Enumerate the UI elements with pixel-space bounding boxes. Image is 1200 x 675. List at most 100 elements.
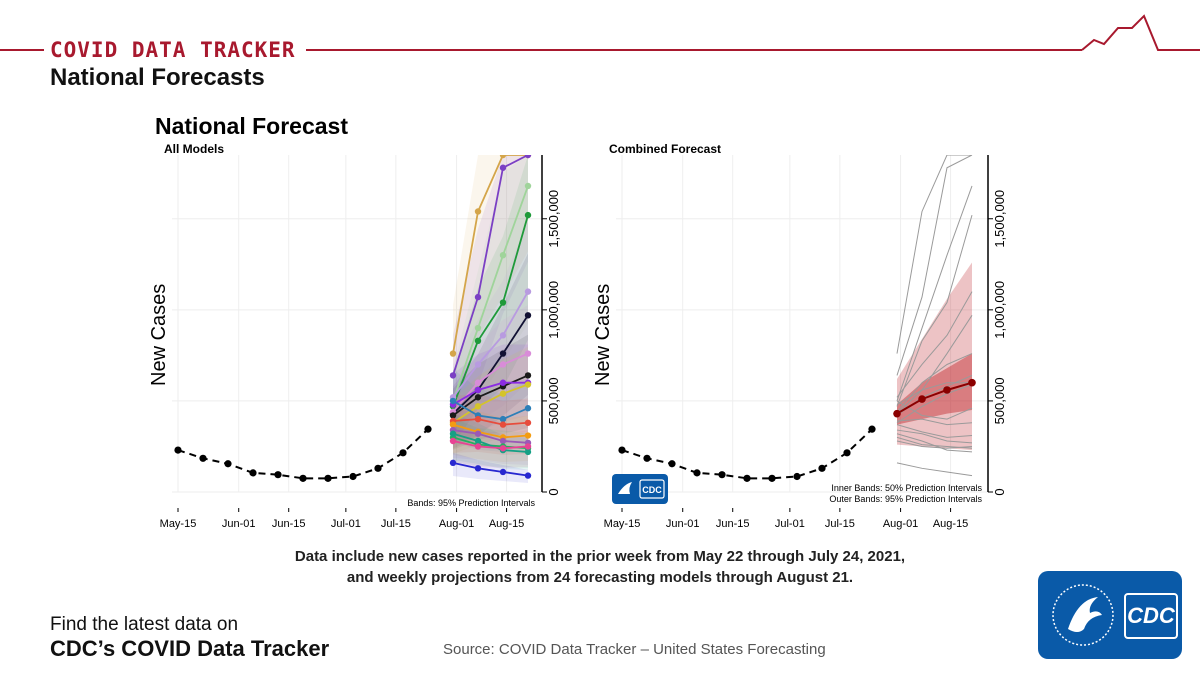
model-forecast-point bbox=[499, 332, 507, 339]
y-tick-label-left: 1,000,000 bbox=[546, 281, 561, 339]
observed-point bbox=[424, 425, 432, 433]
band-note-outer: Outer Bands: 95% Prediction Intervals bbox=[829, 494, 982, 504]
model-forecast-point bbox=[474, 386, 482, 394]
prediction-band bbox=[453, 413, 528, 470]
observed-point bbox=[199, 454, 207, 462]
y-tick-label-right: 0 bbox=[992, 488, 1007, 495]
observed-point bbox=[668, 460, 676, 468]
model-forecast-point bbox=[524, 350, 532, 357]
model-forecast-point bbox=[474, 361, 482, 368]
x-tick-label-left: Jun-15 bbox=[272, 518, 306, 530]
model-forecast-point bbox=[449, 459, 457, 467]
panel-title-all-models: All Models bbox=[164, 142, 225, 156]
observed-point bbox=[643, 454, 651, 462]
observed-point bbox=[618, 446, 626, 454]
observed-point bbox=[868, 425, 876, 433]
prediction-band bbox=[453, 452, 528, 483]
model-forecast-line bbox=[452, 155, 528, 354]
x-tick-label-left: Jun-01 bbox=[222, 518, 256, 530]
model-forecast-point bbox=[474, 208, 482, 215]
header-rule-with-trend-line bbox=[0, 14, 1200, 51]
x-tick-label-left: May-15 bbox=[160, 518, 197, 530]
model-grey-line bbox=[896, 462, 973, 477]
observed-point bbox=[224, 460, 232, 468]
observed-point bbox=[299, 474, 307, 482]
band-note-left: Bands: 95% Prediction Intervals bbox=[407, 498, 535, 508]
svg-text:CDC: CDC bbox=[642, 485, 662, 495]
model-forecast-point bbox=[499, 251, 507, 259]
observed-point bbox=[399, 449, 407, 457]
cdc-mini-logo: CDC bbox=[612, 474, 668, 504]
model-grey-line bbox=[896, 155, 973, 376]
x-tick-label-right: Jun-01 bbox=[666, 518, 700, 530]
y-tick-label-right: 500,000 bbox=[992, 377, 1007, 424]
model-forecast-point bbox=[474, 437, 482, 445]
covid-data-tracker-link[interactable]: CDC’s COVID Data Tracker bbox=[50, 636, 330, 661]
model-forecast-point bbox=[474, 403, 482, 410]
observed-line bbox=[621, 428, 873, 480]
model-forecast-point bbox=[524, 419, 532, 426]
ensemble-point bbox=[943, 386, 951, 394]
x-tick-label-left: Jul-15 bbox=[381, 518, 411, 530]
model-grey-line bbox=[896, 315, 973, 415]
ensemble-point bbox=[893, 409, 901, 418]
observed-point bbox=[793, 472, 801, 481]
find-latest-text: Find the latest data on bbox=[50, 614, 239, 635]
prediction-band-50 bbox=[897, 353, 972, 425]
model-forecast-point bbox=[474, 337, 482, 345]
observed-point bbox=[768, 474, 776, 482]
model-forecast-point bbox=[474, 293, 482, 301]
model-forecast-point bbox=[474, 443, 482, 450]
x-tick-label-right: May-15 bbox=[604, 518, 641, 530]
model-forecast-point bbox=[474, 430, 482, 437]
model-forecast-point bbox=[474, 324, 482, 332]
model-forecast-line bbox=[452, 432, 529, 453]
observed-point bbox=[743, 474, 751, 482]
observed-point bbox=[818, 464, 826, 472]
model-forecast-point bbox=[499, 155, 507, 159]
model-forecast-line bbox=[452, 314, 529, 415]
model-forecast-point bbox=[499, 361, 507, 368]
data-note-line2: and weekly projections from 24 forecasti… bbox=[346, 569, 854, 586]
observed-line bbox=[177, 428, 429, 480]
model-forecast-point bbox=[499, 390, 507, 397]
model-forecast-point bbox=[499, 299, 507, 306]
prediction-band bbox=[453, 221, 528, 440]
model-forecast-line bbox=[452, 383, 529, 424]
model-grey-line bbox=[896, 214, 973, 407]
model-forecast-point bbox=[524, 432, 532, 439]
model-forecast-point bbox=[499, 437, 507, 445]
model-forecast-point bbox=[524, 443, 532, 450]
cdc-logo-text: CDC bbox=[1124, 593, 1178, 639]
x-tick-label-right: Jul-01 bbox=[775, 518, 805, 530]
model-forecast-point bbox=[474, 465, 482, 472]
model-forecast-line bbox=[452, 429, 529, 444]
model-forecast-point bbox=[524, 381, 532, 388]
model-forecast-line bbox=[452, 381, 528, 406]
model-forecast-point bbox=[474, 379, 482, 386]
tracker-label: COVID DATA TRACKER bbox=[50, 38, 296, 62]
panel-title-combined: Combined Forecast bbox=[609, 142, 722, 156]
y-tick-label-right: 1,000,000 bbox=[992, 281, 1007, 339]
model-grey-line bbox=[896, 155, 972, 354]
model-grey-line bbox=[896, 418, 973, 426]
model-forecast-line bbox=[452, 155, 529, 376]
model-forecast-point bbox=[474, 415, 482, 423]
x-tick-label-right: Jun-15 bbox=[716, 518, 750, 530]
model-forecast-point bbox=[499, 350, 507, 357]
observed-point bbox=[693, 469, 701, 477]
model-forecast-line bbox=[452, 400, 529, 421]
x-tick-label-left: Aug-01 bbox=[439, 518, 474, 530]
observed-point bbox=[718, 471, 726, 479]
model-forecast-point bbox=[449, 421, 457, 428]
model-forecast-point bbox=[524, 288, 532, 295]
observed-point bbox=[324, 474, 332, 482]
forecast-charts: May-15 Jun-01 Jun-15 Jul-01 Jul-15 Aug-01 Aug-… bbox=[160, 155, 1007, 530]
model-forecast-point bbox=[524, 182, 532, 190]
observed-point bbox=[374, 464, 382, 472]
model-forecast-line bbox=[452, 423, 529, 439]
model-forecast-point bbox=[449, 372, 457, 379]
model-grey-line bbox=[896, 185, 973, 402]
model-forecast-point bbox=[474, 394, 482, 401]
page-subtitle: National Forecasts bbox=[50, 64, 265, 91]
